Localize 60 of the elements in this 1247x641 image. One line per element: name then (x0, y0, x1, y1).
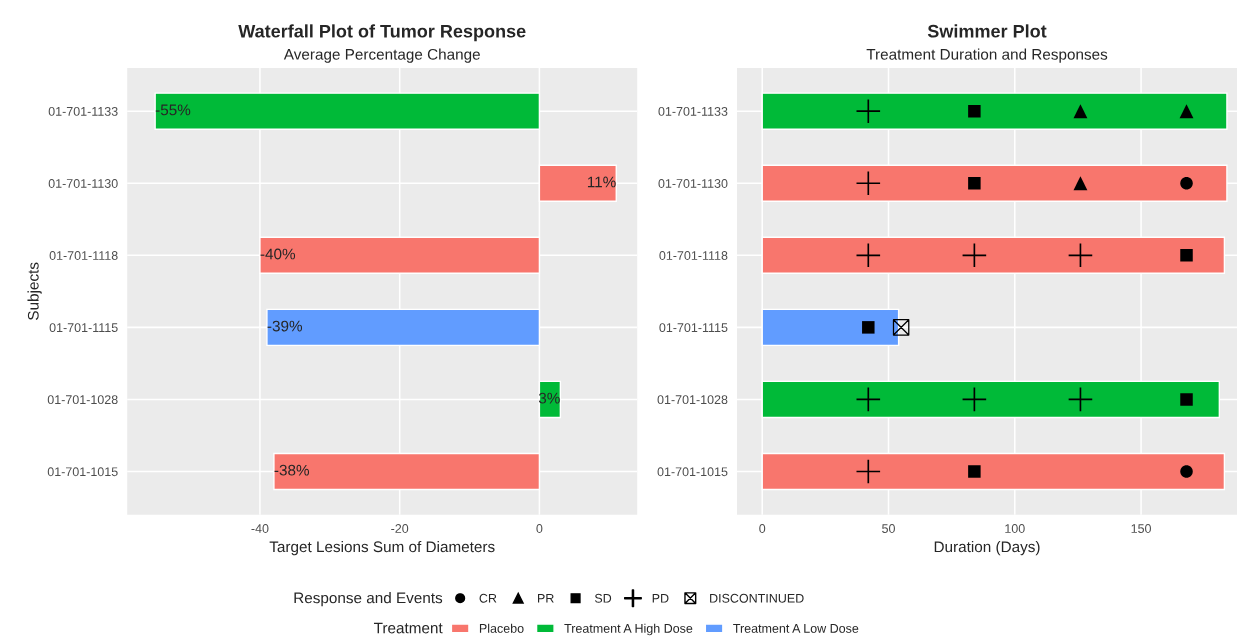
y-tick-label: 01-701-1028 (657, 395, 728, 405)
legend-label: PD (652, 593, 669, 603)
point (1180, 465, 1193, 478)
y-tick-label: 01-701-1133 (48, 106, 118, 116)
point (856, 243, 881, 268)
legend-label: Placebo (479, 623, 524, 633)
point (892, 319, 910, 336)
legend-label: CR (479, 593, 497, 603)
x-axis-title: Duration (Days) (934, 540, 1040, 556)
point (968, 465, 981, 478)
legend-title: Response and Events (294, 592, 443, 607)
y-tick-label: 01-701-1130 (48, 179, 118, 188)
y-tick-label: 01-701-1115 (659, 323, 728, 333)
chart-subtitle: Average Percentage Change (283, 48, 480, 63)
chart-title: Waterfall Plot of Tumor Response (238, 24, 526, 42)
y-tick-label: 01-701-1015 (657, 467, 728, 477)
y-tick-label: 01-701-1118 (659, 251, 728, 260)
legend-label: DISCONTINUED (710, 593, 804, 603)
x-tick-label: 50 (882, 524, 895, 533)
x-tick-label: 0 (759, 524, 766, 533)
point (856, 387, 881, 412)
point (1073, 176, 1088, 191)
x-tick-label: -40 (251, 524, 269, 533)
data-label: 11% (587, 176, 616, 188)
point (968, 176, 981, 190)
point (962, 243, 987, 268)
data-label: -39% (267, 320, 303, 332)
legend-label: SD (594, 593, 612, 603)
y-tick-label: 01-701-1118 (49, 251, 118, 260)
point (862, 321, 875, 334)
point (856, 171, 881, 196)
y-tick-label: 01-701-1015 (47, 467, 118, 477)
point (968, 104, 981, 118)
x-tick-label: 150 (1131, 524, 1151, 533)
point (1179, 104, 1194, 119)
x-tick-label: -20 (391, 524, 409, 533)
chart-subtitle: Treatment Duration and Responses (866, 48, 1108, 63)
y-tick-label: 01-701-1115 (49, 323, 118, 333)
y-axis-title: Subjects (27, 262, 42, 320)
chart-title: Swimmer Plot (927, 24, 1047, 38)
data-label: -40% (260, 248, 296, 260)
point (856, 459, 881, 484)
point (856, 99, 881, 123)
legend-title: Treatment (373, 622, 443, 634)
legend-label: Treatment A Low Dose (733, 624, 859, 633)
x-axis-title: Target Lesions Sum of Diameters (269, 540, 495, 556)
point (1180, 176, 1193, 190)
data-label: -55% (155, 104, 191, 116)
x-tick-label: 100 (1005, 524, 1025, 533)
point (1068, 243, 1093, 268)
y-tick-label: 01-701-1130 (658, 179, 728, 188)
point (1073, 104, 1088, 119)
x-tick-label: 0 (536, 524, 543, 533)
y-tick-label: 01-701-1133 (658, 106, 728, 116)
y-tick-label: 01-701-1028 (47, 395, 118, 405)
legend-label: PR (538, 593, 554, 603)
point (1180, 393, 1193, 406)
point (1180, 249, 1193, 262)
legend-label: Treatment A High Dose (564, 623, 693, 636)
data-label: -38% (274, 464, 310, 476)
